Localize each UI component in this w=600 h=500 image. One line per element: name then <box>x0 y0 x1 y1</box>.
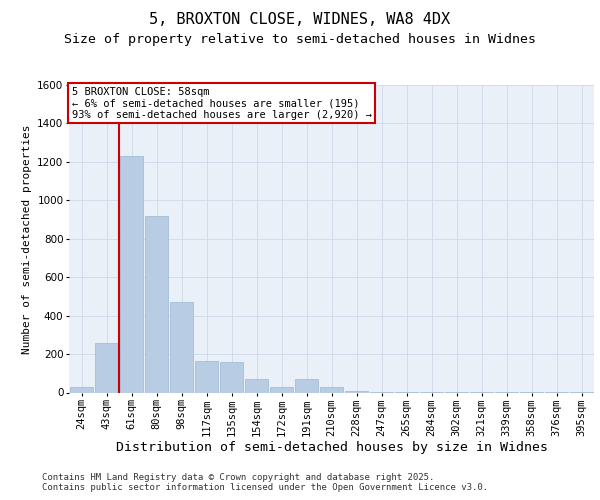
Text: 5, BROXTON CLOSE, WIDNES, WA8 4DX: 5, BROXTON CLOSE, WIDNES, WA8 4DX <box>149 12 451 28</box>
Bar <box>245 379 268 392</box>
Bar <box>120 156 143 392</box>
Bar <box>345 390 368 392</box>
X-axis label: Distribution of semi-detached houses by size in Widnes: Distribution of semi-detached houses by … <box>115 441 548 454</box>
Bar <box>70 386 93 392</box>
Bar <box>170 302 193 392</box>
Text: Contains HM Land Registry data © Crown copyright and database right 2025.
Contai: Contains HM Land Registry data © Crown c… <box>42 472 488 492</box>
Bar <box>320 386 343 392</box>
Bar <box>270 386 293 392</box>
Bar <box>95 342 118 392</box>
Bar <box>195 361 218 392</box>
Bar <box>295 379 318 392</box>
Text: Size of property relative to semi-detached houses in Widnes: Size of property relative to semi-detach… <box>64 32 536 46</box>
Text: 5 BROXTON CLOSE: 58sqm
← 6% of semi-detached houses are smaller (195)
93% of sem: 5 BROXTON CLOSE: 58sqm ← 6% of semi-deta… <box>71 86 371 120</box>
Y-axis label: Number of semi-detached properties: Number of semi-detached properties <box>22 124 32 354</box>
Bar <box>220 362 243 392</box>
Bar <box>145 216 168 392</box>
